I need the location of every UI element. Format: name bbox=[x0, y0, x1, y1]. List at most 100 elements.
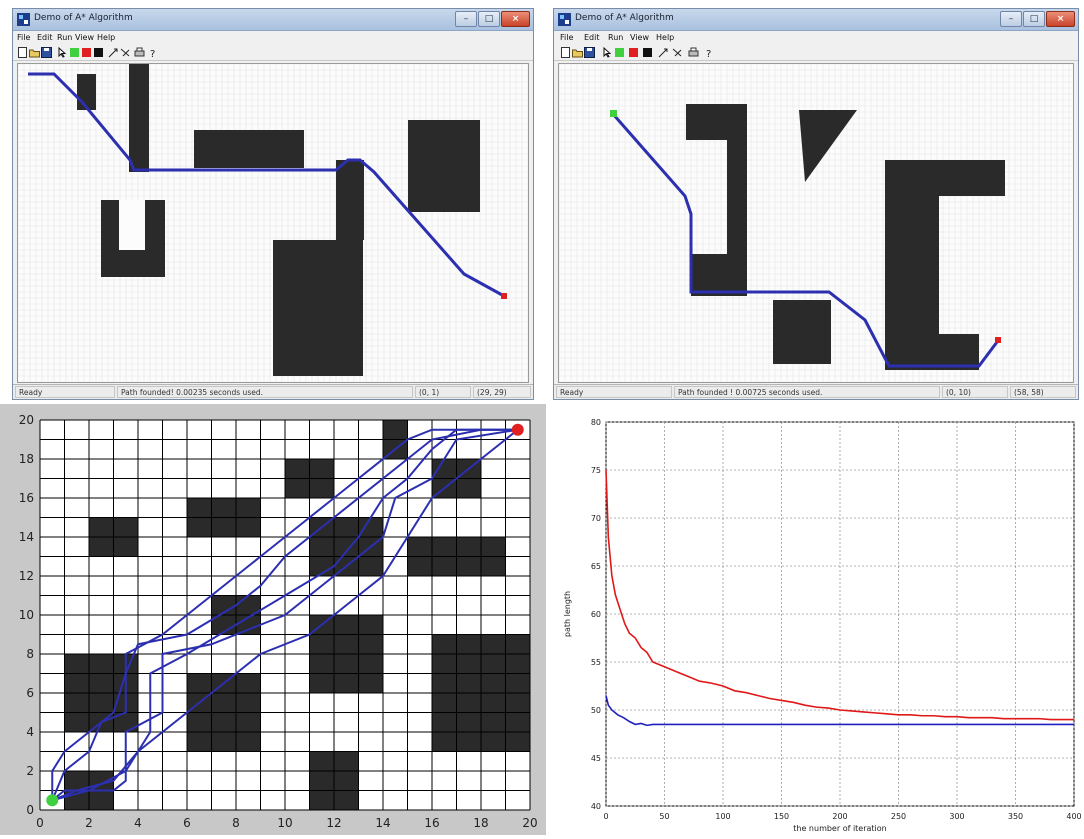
y-tick-label: 55 bbox=[591, 658, 601, 667]
minimize-button[interactable]: – bbox=[455, 11, 477, 27]
x-tick-label: 2 bbox=[85, 816, 93, 830]
maximize-button[interactable]: □ bbox=[1023, 11, 1045, 27]
x-tick-label: 8 bbox=[232, 816, 240, 830]
status-cursor: (0, 1) bbox=[415, 386, 471, 398]
obstacle-block bbox=[727, 104, 747, 294]
status-bar: Ready Path founded! 0.00235 seconds used… bbox=[13, 384, 533, 399]
y-axis-label: path length bbox=[563, 591, 572, 637]
average-length-line bbox=[605, 469, 1074, 721]
y-tick-label: 18 bbox=[19, 452, 34, 466]
clear-icon[interactable] bbox=[120, 47, 131, 58]
new-icon[interactable] bbox=[17, 47, 28, 58]
menu-view[interactable]: View bbox=[75, 33, 94, 42]
end-point-icon[interactable] bbox=[628, 47, 639, 58]
x-tick-label: 18 bbox=[473, 816, 488, 830]
grid-map bbox=[559, 64, 1073, 382]
x-tick-label: 100 bbox=[715, 812, 730, 821]
y-tick-label: 6 bbox=[26, 686, 34, 700]
obstacle-block bbox=[77, 74, 96, 110]
y-tick-label: 50 bbox=[591, 706, 601, 715]
window-title: Demo of A* Algorithm bbox=[34, 13, 133, 23]
menu-view[interactable]: View bbox=[630, 33, 649, 42]
close-icon: × bbox=[1056, 14, 1065, 24]
menu-edit[interactable]: Edit bbox=[37, 33, 53, 42]
run-icon[interactable] bbox=[108, 47, 119, 58]
select-icon[interactable] bbox=[602, 47, 613, 58]
help-icon[interactable]: ? bbox=[704, 47, 715, 58]
status-ready: Ready bbox=[556, 386, 672, 398]
x-tick-label: 200 bbox=[832, 812, 847, 821]
status-cursor: (0, 10) bbox=[942, 386, 1008, 398]
close-button[interactable]: × bbox=[1046, 11, 1075, 27]
menu-help[interactable]: Help bbox=[97, 33, 116, 42]
menu-run[interactable]: Run bbox=[608, 33, 624, 42]
menu-run[interactable]: Run bbox=[57, 33, 73, 42]
window-title: Demo of A* Algorithm bbox=[575, 13, 674, 23]
astar-window-right: Demo of A* Algorithm – □ × File Edit Run… bbox=[553, 8, 1079, 400]
y-tick-label: 0 bbox=[26, 803, 34, 817]
obstacle-icon[interactable] bbox=[642, 47, 653, 58]
x-tick-label: 400 bbox=[1066, 812, 1081, 821]
close-button[interactable]: × bbox=[501, 11, 530, 27]
y-tick-label: 16 bbox=[19, 491, 34, 505]
obstacle-icon[interactable] bbox=[93, 47, 104, 58]
y-tick-label: 12 bbox=[19, 569, 34, 583]
ant-path bbox=[51, 428, 518, 801]
ant-path bbox=[51, 428, 518, 802]
menu-help[interactable]: Help bbox=[656, 33, 675, 42]
toolbar: ? bbox=[13, 45, 533, 61]
end-point-icon[interactable] bbox=[81, 47, 92, 58]
start-marker bbox=[610, 110, 617, 117]
select-icon[interactable] bbox=[57, 47, 68, 58]
x-tick-label: 6 bbox=[183, 816, 191, 830]
start-point-icon[interactable] bbox=[69, 47, 80, 58]
obstacle-triangle bbox=[799, 110, 857, 182]
maximize-icon: □ bbox=[1029, 14, 1039, 24]
window-titlebar[interactable]: Demo of A* Algorithm – □ × bbox=[13, 9, 533, 31]
help-icon[interactable]: ? bbox=[148, 47, 159, 58]
grid-lines bbox=[559, 64, 1073, 382]
open-icon[interactable] bbox=[572, 47, 583, 58]
aco-path-chart: 0 2 4 6 8 10 12 14 16 18 20 0 2 4 6 8 10 12 14 16 18 20 bbox=[19, 413, 538, 830]
y-tick-label: 45 bbox=[591, 754, 601, 763]
menu-file[interactable]: File bbox=[17, 33, 31, 42]
path-line bbox=[611, 113, 999, 368]
start-point-icon[interactable] bbox=[614, 47, 625, 58]
toolbar: ? bbox=[554, 45, 1078, 61]
print-icon[interactable] bbox=[134, 47, 145, 58]
obstacle-block bbox=[408, 120, 480, 212]
obstacle-block bbox=[691, 254, 747, 296]
maximize-button[interactable]: □ bbox=[478, 11, 500, 27]
y-tick-label: 65 bbox=[591, 562, 601, 571]
open-icon[interactable] bbox=[29, 47, 40, 58]
status-size: (58, 58) bbox=[1010, 386, 1076, 398]
menu-file[interactable]: File bbox=[560, 33, 574, 42]
grid-canvas[interactable] bbox=[558, 63, 1074, 383]
grid-canvas[interactable] bbox=[17, 63, 529, 383]
status-message: Path founded ! 0.00725 seconds used. bbox=[674, 386, 940, 398]
save-icon[interactable] bbox=[584, 47, 595, 58]
path-line bbox=[28, 72, 505, 298]
window-titlebar[interactable]: Demo of A* Algorithm – □ × bbox=[554, 9, 1078, 31]
best-length-line bbox=[605, 695, 1074, 727]
x-tick-label: 16 bbox=[424, 816, 439, 830]
save-icon[interactable] bbox=[41, 47, 52, 58]
x-tick-label: 0 bbox=[36, 816, 44, 830]
ant-path bbox=[51, 428, 519, 802]
ant-path bbox=[51, 428, 518, 801]
run-icon[interactable] bbox=[658, 47, 669, 58]
minimize-button[interactable]: – bbox=[1000, 11, 1022, 27]
obstacle-block bbox=[273, 240, 363, 376]
status-size: (29, 29) bbox=[473, 386, 531, 398]
x-tick-label: 14 bbox=[375, 816, 390, 830]
new-icon[interactable] bbox=[560, 47, 571, 58]
x-tick-label: 0 bbox=[603, 812, 608, 821]
ant-path bbox=[51, 428, 518, 802]
menu-edit[interactable]: Edit bbox=[584, 33, 600, 42]
x-tick-label: 20 bbox=[522, 816, 537, 830]
goal-marker bbox=[995, 337, 1001, 343]
clear-icon[interactable] bbox=[672, 47, 683, 58]
print-icon[interactable] bbox=[688, 47, 699, 58]
x-tick-label: 12 bbox=[326, 816, 341, 830]
obstacle-block bbox=[885, 334, 979, 370]
